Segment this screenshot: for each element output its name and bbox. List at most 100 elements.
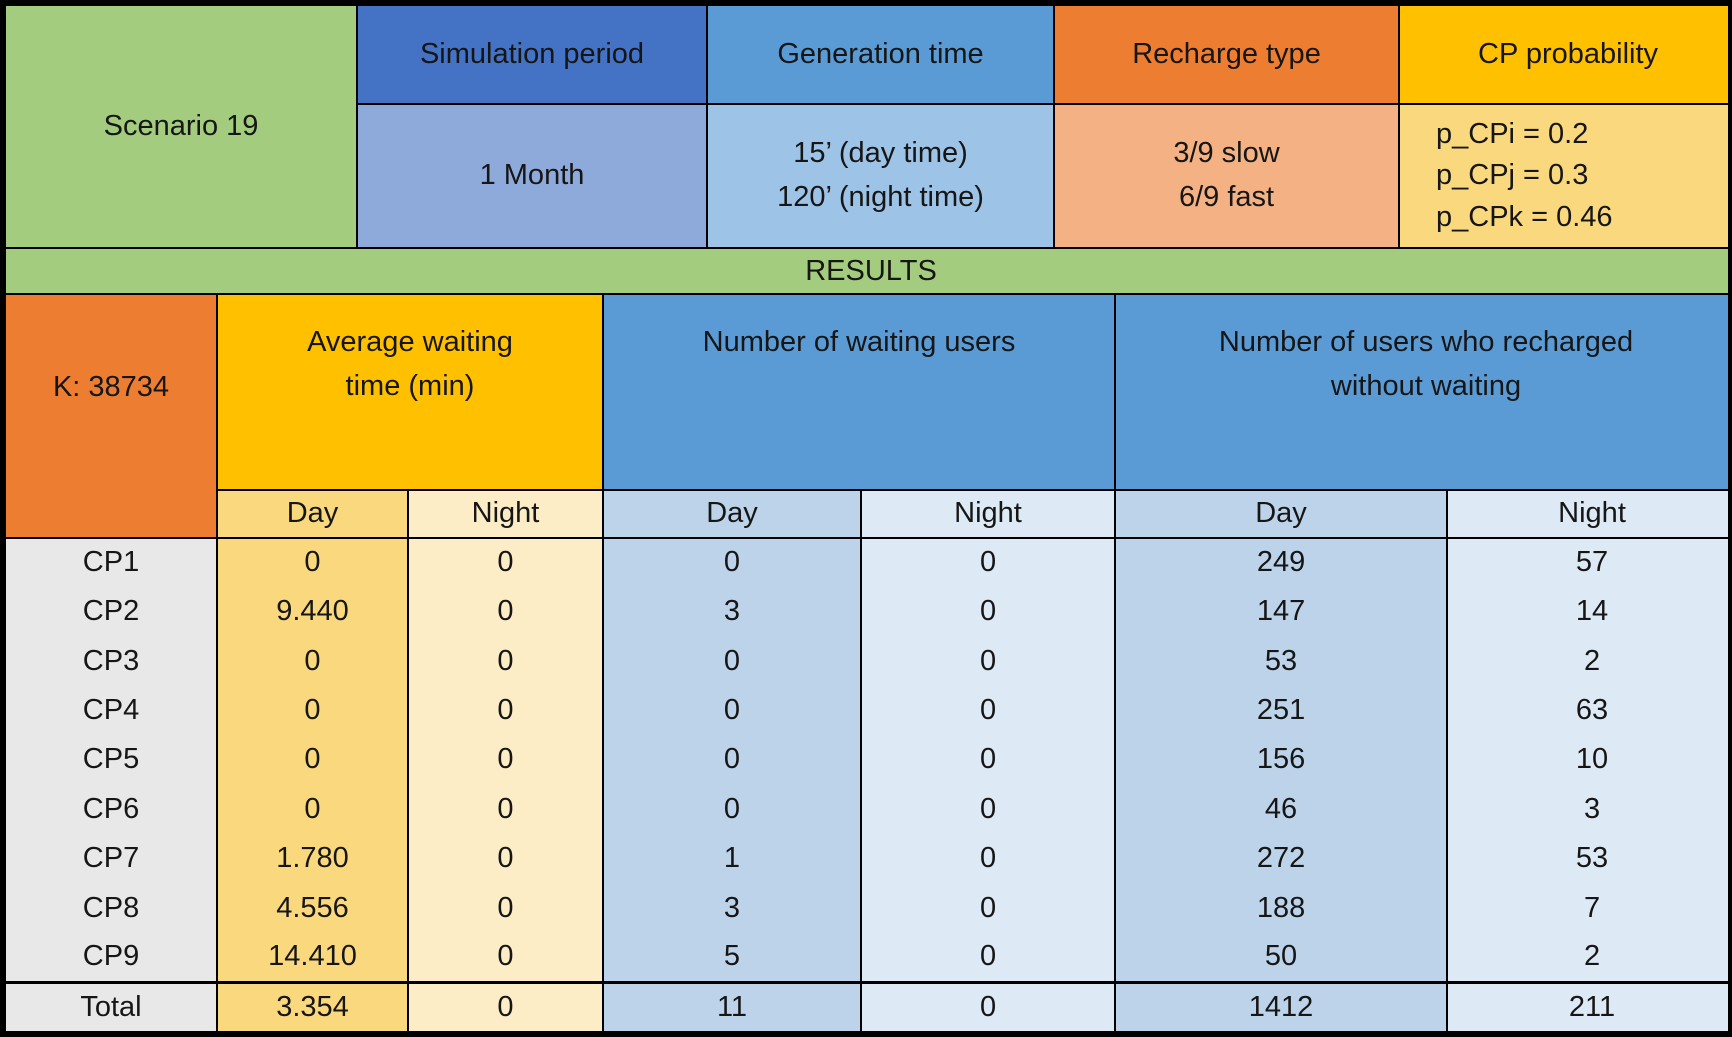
cell-awt-day: 14.410: [216, 933, 409, 983]
row-cp9: CP9 14.410 0 5 0 50 2: [4, 933, 1728, 983]
row-cp2: CP2 9.440 0 3 0 147 14: [4, 586, 1728, 637]
cell-wait-day: 0: [602, 685, 862, 736]
cell-awt-night: 0: [407, 735, 604, 785]
group-header-num-recharged: Number of users who recharged without wa…: [1114, 293, 1728, 492]
cell-awt-night: 0: [407, 933, 604, 983]
subheader-recharged-night: Night: [1446, 489, 1728, 539]
generation-time-night: 120’ (night time): [777, 180, 984, 213]
simulation-period-value: 1 Month: [356, 102, 708, 250]
row-cp3: CP3 0 0 0 0 53 2: [4, 636, 1728, 686]
cp-probability-i: p_CPi = 0.2: [1436, 118, 1589, 151]
cell-recharged-night: 10: [1446, 735, 1728, 785]
cell-wait-day: 0: [602, 636, 862, 686]
subheader-awt-day: Day: [216, 489, 409, 539]
cell-awt-day: 4.556: [216, 883, 409, 933]
row-cp1: CP1 0 0 0 0 249 57: [4, 537, 1728, 587]
cell-awt-night: 0: [407, 685, 604, 736]
generation-time-day: 15’ (day time): [793, 137, 968, 170]
cell-recharged-day: 251: [1114, 685, 1449, 736]
cell-wait-day: 1: [602, 834, 862, 884]
total-wait-night: 0: [859, 980, 1117, 1033]
group-header-avg-waiting-time-label: Average waiting time (min): [307, 326, 513, 402]
cell-awt-night: 0: [407, 537, 604, 587]
cell-wait-day: 0: [602, 735, 862, 785]
row-label: CP3: [4, 636, 218, 686]
cell-recharged-night: 53: [1446, 834, 1728, 884]
total-label: Total: [4, 980, 218, 1033]
recharge-type-value: 3/9 slow 6/9 fast: [1053, 102, 1401, 250]
cell-recharged-night: 2: [1446, 933, 1728, 983]
cell-wait-night: 0: [859, 586, 1117, 637]
simulation-period-header: Simulation period: [356, 4, 708, 105]
recharge-type-header: Recharge type: [1053, 4, 1401, 105]
recharge-slow: 3/9 slow: [1173, 137, 1280, 170]
generation-time-value: 15’ (day time) 120’ (night time): [705, 102, 1056, 250]
cell-wait-day: 0: [602, 537, 862, 587]
total-recharged-night: 211: [1446, 980, 1728, 1033]
subheader-awt-night: Night: [407, 489, 604, 539]
top-header-row: Scenario 19 Simulation period Generation…: [4, 4, 1728, 250]
scenario-results-table: Scenario 19 Simulation period Generation…: [4, 4, 1728, 1033]
recharge-fast: 6/9 fast: [1178, 180, 1275, 213]
cell-recharged-day: 53: [1114, 636, 1449, 686]
cell-awt-night: 0: [407, 883, 604, 933]
total-recharged-day: 1412: [1114, 980, 1449, 1033]
row-label: CP8: [4, 883, 218, 933]
cell-wait-day: 5: [602, 933, 862, 983]
cell-recharged-day: 46: [1114, 784, 1449, 835]
cell-wait-night: 0: [859, 834, 1117, 884]
cell-wait-night: 0: [859, 883, 1117, 933]
cp-probability-j: p_CPj = 0.3: [1436, 159, 1589, 192]
cell-recharged-night: 3: [1446, 784, 1728, 835]
cell-recharged-day: 188: [1114, 883, 1449, 933]
scenario-cell: Scenario 19: [4, 4, 358, 250]
row-label: CP6: [4, 784, 218, 835]
cell-recharged-night: 63: [1446, 685, 1728, 736]
total-awt-day: 3.354: [216, 980, 409, 1033]
row-label: CP5: [4, 735, 218, 785]
row-label: CP4: [4, 685, 218, 736]
row-cp4: CP4 0 0 0 0 251 63: [4, 685, 1728, 736]
top-value-row: 1 Month 15’ (day time) 120’ (night time)…: [5, 102, 1728, 250]
subheader-recharged-day: Day: [1114, 489, 1449, 539]
cell-wait-night: 0: [859, 537, 1117, 587]
row-cp7: CP7 1.780 0 1 0 272 53: [4, 834, 1728, 884]
cell-recharged-night: 14: [1446, 586, 1728, 637]
cell-recharged-day: 50: [1114, 933, 1449, 983]
cell-recharged-day: 249: [1114, 537, 1449, 587]
cell-recharged-night: 7: [1446, 883, 1728, 933]
row-cp5: CP5 0 0 0 0 156 10: [4, 735, 1728, 785]
cell-awt-night: 0: [407, 586, 604, 637]
group-header-avg-waiting-time: Average waiting time (min): [216, 293, 604, 492]
cell-wait-night: 0: [859, 784, 1117, 835]
cell-recharged-night: 57: [1446, 537, 1728, 587]
cp-probability-k: p_CPk = 0.46: [1436, 200, 1613, 233]
cell-awt-day: 0: [216, 537, 409, 587]
group-header-num-waiting-users: Number of waiting users: [601, 293, 1117, 492]
cell-recharged-day: 156: [1114, 735, 1449, 785]
total-wait-day: 11: [602, 980, 862, 1033]
cell-wait-night: 0: [859, 636, 1117, 686]
group-header-row: K: 38734 Average waiting time (min) Numb…: [4, 293, 1728, 539]
subheader-wait-day: Day: [602, 489, 862, 539]
cell-awt-day: 0: [216, 735, 409, 785]
group-header-num-recharged-label: Number of users who recharged without wa…: [1218, 326, 1634, 402]
results-banner-row: RESULTS: [4, 247, 1728, 296]
cell-recharged-night: 2: [1446, 636, 1728, 686]
row-total: Total 3.354 0 11 0 1412 211: [4, 980, 1728, 1033]
row-label: CP9: [4, 933, 218, 983]
row-label: CP2: [4, 586, 218, 637]
cell-wait-night: 0: [859, 933, 1117, 983]
k-cell: K: 38734: [4, 293, 218, 539]
row-cp6: CP6 0 0 0 0 46 3: [4, 784, 1728, 835]
row-cp8: CP8 4.556 0 3 0 188 7: [4, 883, 1728, 933]
cell-awt-day: 0: [216, 784, 409, 835]
row-label: CP1: [4, 537, 218, 587]
cell-recharged-day: 272: [1114, 834, 1449, 884]
cell-awt-night: 0: [407, 636, 604, 686]
cell-wait-night: 0: [859, 735, 1117, 785]
cell-awt-day: 9.440: [216, 586, 409, 637]
cell-awt-day: 1.780: [216, 834, 409, 884]
cell-wait-day: 3: [602, 883, 862, 933]
